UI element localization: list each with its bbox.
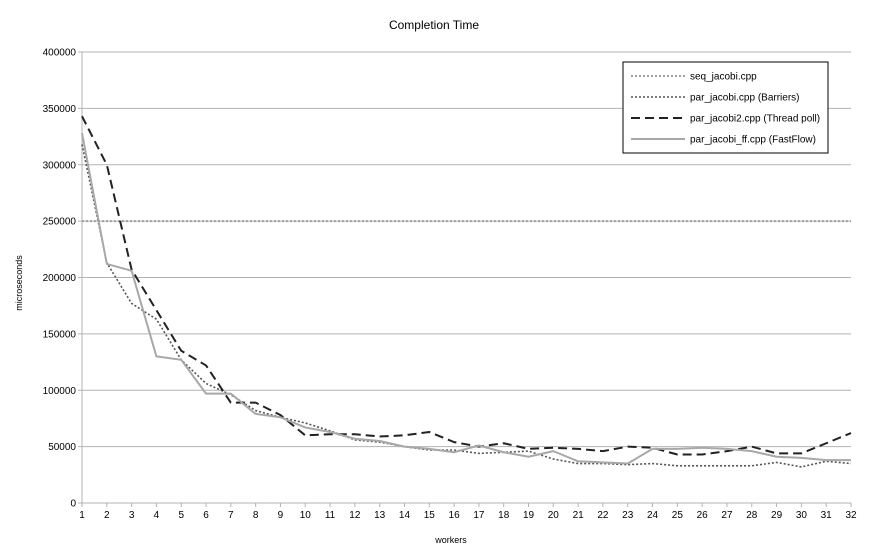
chart-title: Completion Time: [389, 18, 479, 32]
legend-label-4: par_jacobi_ff.cpp (FastFlow): [690, 135, 816, 146]
x-tick-label: 6: [203, 510, 209, 521]
x-tick-label: 3: [129, 510, 135, 521]
x-tick-label: 26: [697, 510, 709, 521]
x-axis-ticks: 1 2 3 4 5 6 7 8 9 10 11 12 13 14 15 16 17 18 19 20 21 22 23 24 2…: [79, 503, 857, 521]
x-tick-label: 16: [449, 510, 461, 521]
x-tick-label: 17: [473, 510, 485, 521]
series-line-4: [81, 132, 851, 465]
x-tick-label: 22: [597, 510, 609, 521]
x-tick-label: 32: [845, 510, 857, 521]
x-tick-label: 9: [278, 510, 284, 521]
y-tick-label: 150000: [43, 329, 77, 340]
y-tick-label: 250000: [43, 217, 77, 228]
x-tick-label: 15: [424, 510, 436, 521]
x-axis-label: workers: [434, 535, 467, 545]
x-tick-label: 27: [721, 510, 733, 521]
x-tick-label: 1: [79, 510, 85, 521]
x-tick-label: 30: [796, 510, 808, 521]
series-line-3: [81, 115, 852, 456]
x-tick-label: 21: [573, 510, 585, 521]
x-tick-label: 28: [746, 510, 758, 521]
x-tick-label: 12: [349, 510, 361, 521]
x-tick-label: 13: [374, 510, 386, 521]
legend-label-3: par_jacobi2.cpp (Thread poll): [690, 114, 820, 125]
y-tick-label: 200000: [43, 273, 77, 284]
x-tick-label: 8: [253, 510, 259, 521]
y-tick-label: 400000: [43, 48, 77, 59]
x-tick-label: 10: [300, 510, 312, 521]
x-tick-label: 14: [399, 510, 411, 521]
x-tick-label: 31: [821, 510, 833, 521]
x-tick-label: 18: [498, 510, 510, 521]
legend-label-1: seq_jacobi.cpp: [690, 72, 757, 83]
y-tick-label: 300000: [43, 160, 77, 171]
x-tick-label: 23: [622, 510, 634, 521]
y-tick-label: 50000: [48, 442, 76, 453]
x-tick-label: 7: [228, 510, 234, 521]
legend: seq_jacobi.cpp par_jacobi.cpp (Barriers) p…: [622, 61, 829, 154]
y-tick-label: 350000: [43, 104, 77, 115]
y-tick-label: 100000: [43, 386, 77, 397]
x-tick-label: 24: [647, 510, 659, 521]
x-tick-label: 4: [154, 510, 160, 521]
series-lines: [81, 115, 852, 468]
x-tick-label: 29: [771, 510, 783, 521]
y-axis-ticks: 0 50000 100000 150000 200000 250000 300000 3500…: [43, 48, 82, 510]
legend-box: [622, 61, 829, 154]
x-tick-label: 25: [672, 510, 684, 521]
x-tick-label: 11: [325, 510, 336, 521]
x-tick-label: 2: [104, 510, 110, 521]
series-line-2: [81, 144, 852, 468]
x-tick-label: 20: [548, 510, 560, 521]
legend-label-2: par_jacobi.cpp (Barriers): [690, 93, 800, 104]
x-tick-label: 19: [523, 510, 535, 521]
x-tick-label: 5: [178, 510, 184, 521]
y-axis-label: microseconds: [14, 255, 24, 311]
y-tick-label: 0: [70, 499, 76, 510]
